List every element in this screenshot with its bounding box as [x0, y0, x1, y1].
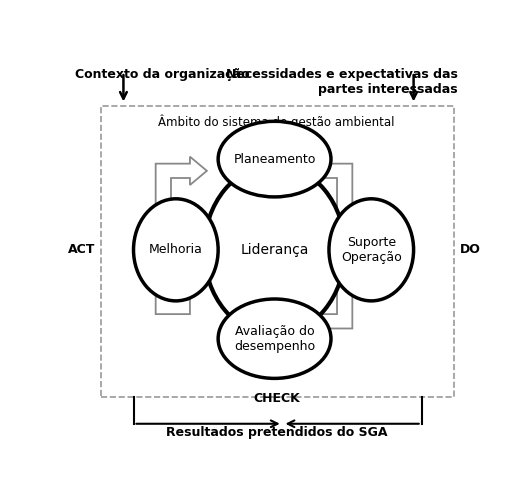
Text: DO: DO	[460, 244, 481, 256]
Ellipse shape	[329, 199, 413, 301]
Polygon shape	[148, 260, 190, 314]
Polygon shape	[155, 157, 207, 214]
Text: Melhoria: Melhoria	[149, 244, 203, 256]
Ellipse shape	[218, 299, 331, 379]
Text: Avaliação do
desempenho: Avaliação do desempenho	[234, 325, 315, 353]
Ellipse shape	[134, 199, 218, 301]
Text: Resultados pretendidos do SGA: Resultados pretendidos do SGA	[166, 426, 387, 438]
Text: Necessidades e expectativas das
partes interessadas: Necessidades e expectativas das partes i…	[226, 68, 458, 96]
Text: Liderança: Liderança	[240, 243, 309, 257]
Ellipse shape	[218, 121, 331, 197]
Text: ACT: ACT	[68, 244, 95, 256]
Text: Suporte
Operação: Suporte Operação	[341, 236, 401, 264]
Text: Planeamento: Planeamento	[233, 153, 316, 165]
Text: CHECK: CHECK	[253, 392, 300, 406]
Ellipse shape	[204, 165, 345, 335]
Text: Âmbito do sistema de gestão ambiental: Âmbito do sistema de gestão ambiental	[158, 114, 395, 129]
Text: PLAN: PLAN	[258, 126, 295, 139]
Text: Contexto da organização: Contexto da organização	[75, 68, 250, 82]
Polygon shape	[286, 278, 353, 328]
Polygon shape	[303, 164, 360, 232]
